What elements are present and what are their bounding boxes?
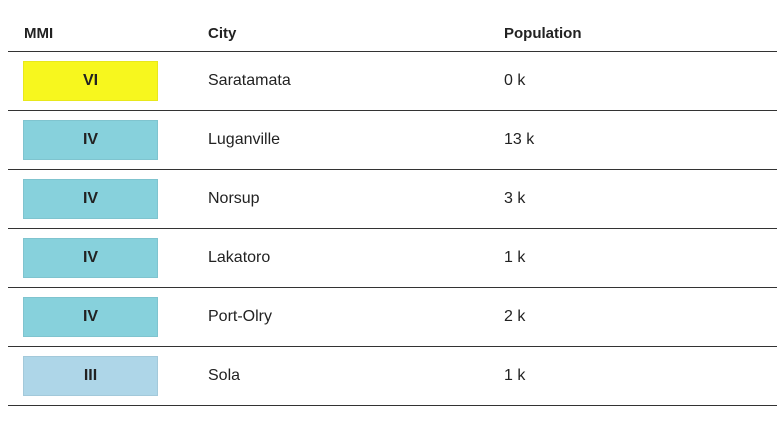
mmi-badge: IV [23, 297, 158, 337]
table-header-row: MMI City Population [8, 15, 777, 52]
table-row: III Sola 1 k [8, 346, 777, 406]
table-row: IV Lakatoro 1 k [8, 228, 777, 288]
city-cell: Norsup [208, 169, 504, 229]
intensity-table-container: MMI City Population VI Saratamata 0 k IV… [8, 15, 777, 406]
intensity-table: MMI City Population VI Saratamata 0 k IV… [8, 15, 777, 406]
table-row: VI Saratamata 0 k [8, 51, 777, 111]
mmi-badge: VI [23, 61, 158, 101]
city-cell: Lakatoro [208, 228, 504, 288]
header-population: Population [504, 15, 777, 52]
population-cell: 0 k [504, 51, 777, 111]
city-cell: Port-Olry [208, 287, 504, 347]
table-row: IV Port-Olry 2 k [8, 287, 777, 347]
header-mmi: MMI [8, 15, 208, 52]
mmi-badge: IV [23, 238, 158, 278]
population-cell: 3 k [504, 169, 777, 229]
mmi-badge: IV [23, 179, 158, 219]
city-cell: Sola [208, 346, 504, 406]
population-cell: 1 k [504, 346, 777, 406]
table-row: IV Luganville 13 k [8, 110, 777, 170]
mmi-badge: IV [23, 120, 158, 160]
table-row: IV Norsup 3 k [8, 169, 777, 229]
population-cell: 13 k [504, 110, 777, 170]
mmi-badge: III [23, 356, 158, 396]
population-cell: 1 k [504, 228, 777, 288]
population-cell: 2 k [504, 287, 777, 347]
city-cell: Luganville [208, 110, 504, 170]
header-city: City [208, 15, 504, 52]
city-cell: Saratamata [208, 51, 504, 111]
